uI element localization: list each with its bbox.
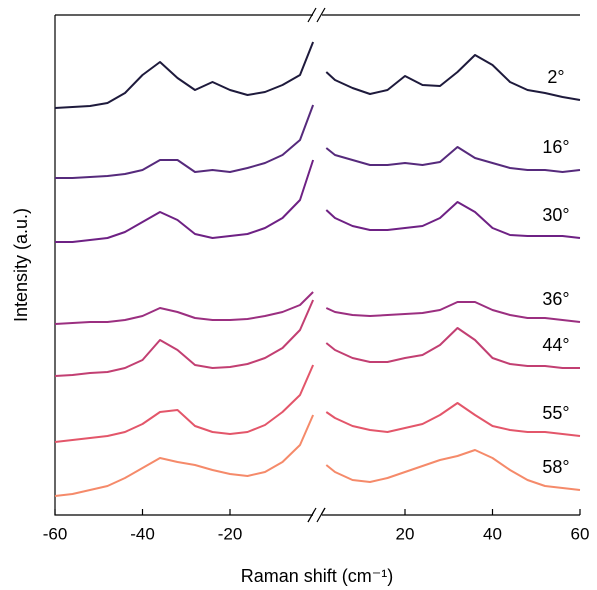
- axis-frame: [54, 14, 580, 516]
- spectrum-line: [54, 414, 581, 497]
- x-tick-label: -40: [130, 524, 155, 543]
- spectrum-line: [54, 291, 581, 325]
- x-tick-label: 40: [483, 524, 502, 543]
- spectrum-line: [54, 41, 581, 109]
- series-label: 30°: [542, 205, 569, 225]
- series-label: 36°: [542, 289, 569, 309]
- spectrum-line: [55, 159, 581, 243]
- series-label: 58°: [542, 457, 569, 477]
- x-axis-label: Raman shift (cm⁻¹): [241, 566, 394, 586]
- series-label: 44°: [542, 335, 569, 355]
- axis-break-gap: [314, 505, 321, 525]
- series-label: 16°: [542, 137, 569, 157]
- series-label: 55°: [542, 403, 569, 423]
- x-tick-label: -60: [43, 524, 68, 543]
- series-label: 2°: [547, 67, 564, 87]
- spectrum-line: [54, 299, 580, 377]
- x-tick-label: 60: [571, 524, 590, 543]
- axis-break: [307, 7, 326, 523]
- spectrum-line: [54, 364, 581, 443]
- spectrum-line: [55, 104, 581, 179]
- x-tick-label: 20: [396, 524, 415, 543]
- x-tick-label: -20: [218, 524, 243, 543]
- axis-break-mark: [307, 507, 326, 523]
- y-axis-label: Intensity (a.u.): [11, 208, 31, 322]
